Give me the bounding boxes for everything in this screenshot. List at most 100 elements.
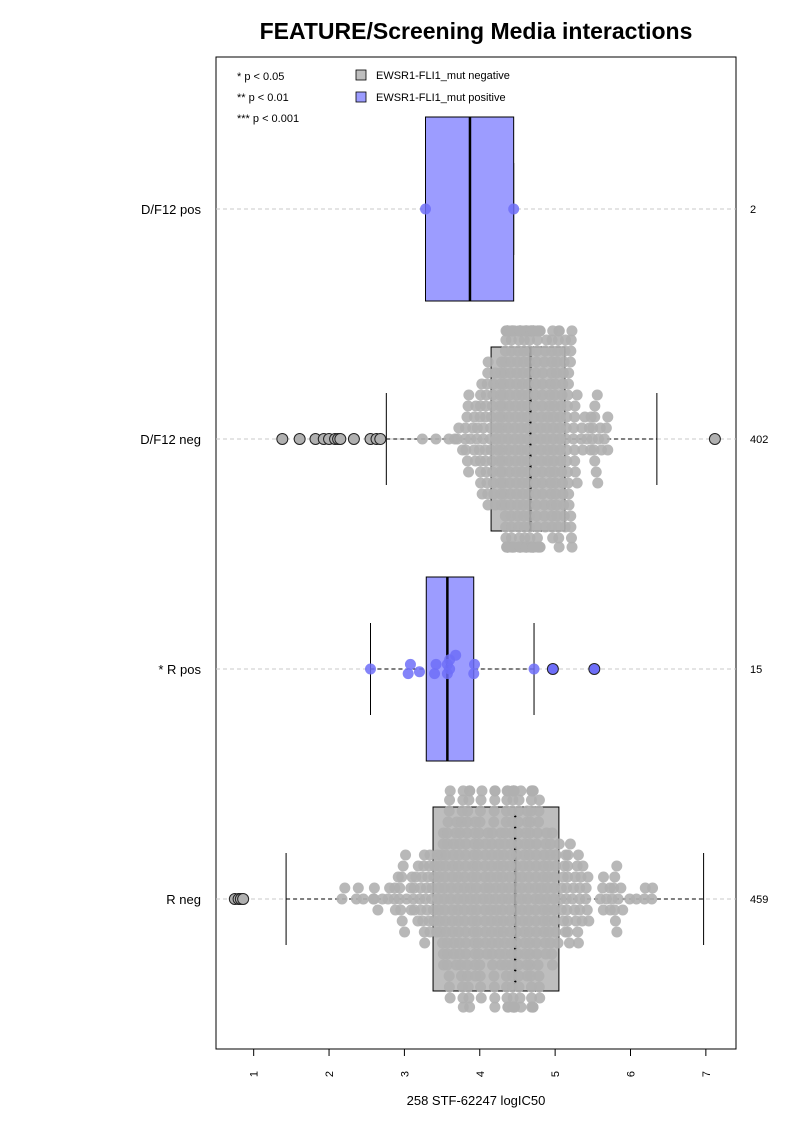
outlier-point xyxy=(276,433,289,445)
data-point xyxy=(534,992,546,1004)
data-point xyxy=(486,400,498,412)
data-point xyxy=(533,805,545,817)
data-point xyxy=(572,849,584,861)
data-point xyxy=(485,411,497,423)
data-point xyxy=(513,981,525,993)
data-point xyxy=(430,433,442,445)
data-point xyxy=(486,827,498,839)
legend-label: EWSR1-FLI1_mut positive xyxy=(376,92,506,104)
outlier-point xyxy=(334,433,347,445)
data-point xyxy=(587,422,599,434)
data-point xyxy=(598,433,610,445)
group-label: D/F12 neg xyxy=(140,432,201,447)
data-point xyxy=(450,649,462,661)
group-count: 459 xyxy=(750,894,768,906)
x-axis-label: 258 STF-62247 logIC50 xyxy=(407,1093,546,1108)
data-point xyxy=(524,959,536,971)
data-point xyxy=(523,521,535,533)
data-point xyxy=(471,871,483,883)
data-point xyxy=(394,882,406,894)
data-point xyxy=(562,915,574,927)
data-point xyxy=(590,466,602,478)
data-point xyxy=(528,663,540,675)
data-point xyxy=(565,510,577,522)
data-point xyxy=(525,805,537,817)
data-point xyxy=(561,455,573,467)
data-point xyxy=(368,882,380,894)
data-point xyxy=(336,893,348,905)
data-point xyxy=(531,334,543,346)
data-point xyxy=(513,970,525,982)
data-point xyxy=(536,389,548,401)
grid-lines xyxy=(216,208,736,900)
data-point xyxy=(523,345,535,357)
data-point xyxy=(545,937,557,949)
data-point xyxy=(464,785,476,797)
data-point xyxy=(524,334,536,346)
data-point xyxy=(460,937,472,949)
boxplots xyxy=(285,116,705,992)
data-point xyxy=(568,422,580,434)
data-point xyxy=(489,794,501,806)
data-point xyxy=(562,860,574,872)
data-point xyxy=(474,816,486,828)
data-point xyxy=(561,904,573,916)
data-point xyxy=(364,663,376,675)
data-point xyxy=(463,389,475,401)
data-point xyxy=(372,904,384,916)
data-point xyxy=(402,668,414,680)
data-point xyxy=(530,356,542,368)
data-point xyxy=(565,334,577,346)
data-point xyxy=(512,827,524,839)
data-point xyxy=(461,455,473,467)
legend-label: EWSR1-FLI1_mut negative xyxy=(376,70,510,82)
data-point xyxy=(444,663,456,675)
data-point xyxy=(534,541,546,553)
data-point xyxy=(524,816,536,828)
data-point xyxy=(567,433,579,445)
data-point xyxy=(549,915,561,927)
data-point xyxy=(444,992,456,1004)
x-tick-label: 1 xyxy=(249,1071,261,1077)
data-point xyxy=(474,959,486,971)
data-point xyxy=(569,444,581,456)
data-point xyxy=(532,959,544,971)
data-point xyxy=(416,433,428,445)
data-point xyxy=(562,849,574,861)
data-point xyxy=(430,658,442,670)
data-point xyxy=(581,904,593,916)
data-point xyxy=(357,893,369,905)
data-point xyxy=(515,1001,527,1013)
data-point xyxy=(396,871,408,883)
data-point xyxy=(533,970,545,982)
data-point xyxy=(530,849,542,861)
data-point xyxy=(395,904,407,916)
data-point xyxy=(562,466,574,478)
data-point xyxy=(461,816,473,828)
data-point xyxy=(569,400,581,412)
data-point xyxy=(444,785,456,797)
data-point xyxy=(533,794,545,806)
data-point xyxy=(630,893,642,905)
data-point xyxy=(552,937,564,949)
data-point xyxy=(339,882,351,894)
data-point xyxy=(463,794,475,806)
data-point xyxy=(531,510,543,522)
data-point xyxy=(646,893,658,905)
data-point xyxy=(569,411,581,423)
data-point xyxy=(536,488,548,500)
data-point xyxy=(352,882,364,894)
data-point xyxy=(611,926,623,938)
data-point xyxy=(514,992,526,1004)
group-counts: 2 402 15 459 xyxy=(750,204,768,906)
data-point xyxy=(419,937,431,949)
legend-swatch xyxy=(355,91,367,103)
group-count: 402 xyxy=(750,434,768,446)
data-point xyxy=(468,668,480,680)
data-point xyxy=(462,970,474,982)
data-point xyxy=(461,959,473,971)
data-point xyxy=(471,860,483,872)
data-point xyxy=(474,970,486,982)
data-point xyxy=(444,794,456,806)
